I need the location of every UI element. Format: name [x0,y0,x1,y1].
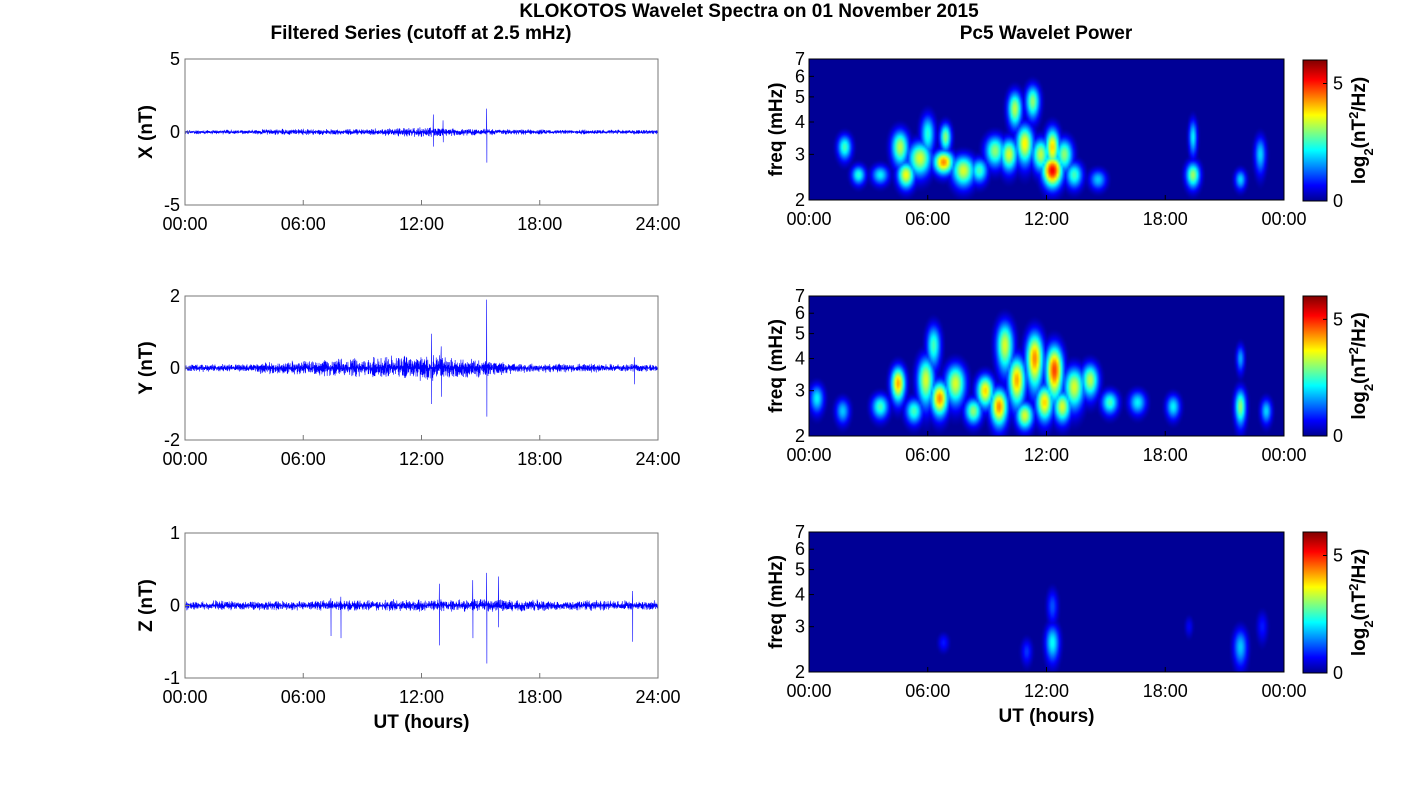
timeseries-panel-y: -2 0 2 00:00 06:00 12:00 18:00 24:00 Y (nT) [136,286,681,469]
y-axis-label: freq (mHz) [766,319,787,413]
series-line-y [184,299,659,417]
x-tick-label: 12:00 [399,214,444,234]
y-axis-label: Z (nT) [136,579,157,632]
colorbar-tick-label: 5 [1333,74,1343,94]
x-tick-label: 18:00 [517,687,562,707]
y-tick-label: 7 [795,522,805,542]
colorbar-scale [1302,531,1328,674]
y-axis-label: Y (nT) [136,341,157,394]
right-column-title: Pc5 Wavelet Power [960,23,1133,44]
left-column-title: Filtered Series (cutoff at 2.5 mHz) [271,23,572,44]
colorbar-scale [1302,295,1328,437]
colorbar-scale [1302,59,1328,202]
colorbar-label: log2(nT2/Hz) [1346,549,1376,656]
y-tick-label: 3 [795,144,805,164]
y-tick-label: 2 [795,662,805,682]
y-tick-label: 2 [170,286,180,306]
y-tick-label: 6 [795,303,805,323]
y-tick-label: 5 [795,87,805,107]
x-tick-label: 06:00 [281,214,326,234]
wavelet-power-image [809,532,1284,672]
y-axis-label: X (nT) [136,105,157,159]
y-tick-label: 6 [795,539,805,559]
y-tick-label: -2 [164,430,180,450]
y-tick-label: 7 [795,49,805,69]
x-tick-label: 06:00 [905,445,950,465]
x-tick-label: 18:00 [1143,445,1188,465]
timeseries-panel-x: -5 0 5 00:00 06:00 12:00 18:00 24:00 X (nT) [136,49,681,234]
y-tick-label: 6 [795,66,805,86]
colorbar-tick-label: 5 [1333,309,1343,329]
series-line-x [184,108,659,163]
y-tick-label: 3 [795,381,805,401]
x-tick-label: 06:00 [281,687,326,707]
x-tick-label: 00:00 [1261,445,1306,465]
y-tick-label: 0 [170,358,180,378]
x-tick-label: 06:00 [905,681,950,701]
x-tick-label: 00:00 [162,449,207,469]
figure-title: KLOKOTOS Wavelet Spectra on 01 November … [519,1,979,22]
x-tick-label: 06:00 [905,209,950,229]
x-tick-label: 12:00 [1024,445,1069,465]
x-tick-label: 18:00 [517,449,562,469]
y-tick-label: 4 [795,349,805,369]
x-tick-label: 24:00 [635,449,680,469]
x-tick-label: 18:00 [517,214,562,234]
y-tick-label: 3 [795,617,805,637]
y-tick-label: 2 [795,426,805,446]
x-tick-label: 06:00 [281,449,326,469]
y-tick-label: 2 [795,190,805,210]
colorbar-tick-label: 0 [1333,191,1343,211]
y-tick-label: 4 [795,112,805,132]
wavelet-power-image [809,59,1284,200]
x-tick-label: 00:00 [786,445,831,465]
series-line-z [184,572,659,664]
y-tick-label: -5 [164,195,180,215]
x-tick-label: 00:00 [162,214,207,234]
x-tick-label: 12:00 [1024,681,1069,701]
x-axis-label: UT (hours) [373,712,469,733]
x-tick-label: 00:00 [786,209,831,229]
x-tick-label: 12:00 [1024,209,1069,229]
x-tick-label: 00:00 [1261,209,1306,229]
y-axis-label: freq (mHz) [766,83,787,177]
wavelet-power-image [809,296,1284,436]
colorbar-label: log2(nT2/Hz) [1346,312,1376,419]
x-tick-label: 00:00 [786,681,831,701]
timeseries-panel-z: -1 0 1 00:00 06:00 12:00 18:00 24:00 Z (nT) UT (h… [136,523,681,733]
x-tick-label: 24:00 [635,687,680,707]
y-tick-label: -1 [164,668,180,688]
colorbar-label: log2(nT2/Hz) [1346,77,1376,184]
y-tick-label: 7 [795,286,805,306]
y-tick-label: 0 [170,122,180,142]
colorbar-tick-label: 0 [1333,663,1343,683]
y-tick-label: 1 [170,523,180,543]
colorbar-tick-label: 0 [1333,426,1343,446]
x-tick-label: 00:00 [1261,681,1306,701]
colorbar-tick-label: 5 [1333,546,1343,566]
y-tick-label: 5 [795,324,805,344]
y-tick-label: 5 [795,560,805,580]
x-tick-label: 24:00 [635,214,680,234]
x-tick-label: 00:00 [162,687,207,707]
x-tick-label: 12:00 [399,449,444,469]
x-tick-label: 12:00 [399,687,444,707]
x-axis-label: UT (hours) [998,706,1094,727]
y-tick-label: 0 [170,596,180,616]
x-tick-label: 18:00 [1143,681,1188,701]
y-axis-label: freq (mHz) [766,555,787,649]
y-tick-label: 4 [795,585,805,605]
y-tick-label: 5 [170,49,180,69]
x-tick-label: 18:00 [1143,209,1188,229]
